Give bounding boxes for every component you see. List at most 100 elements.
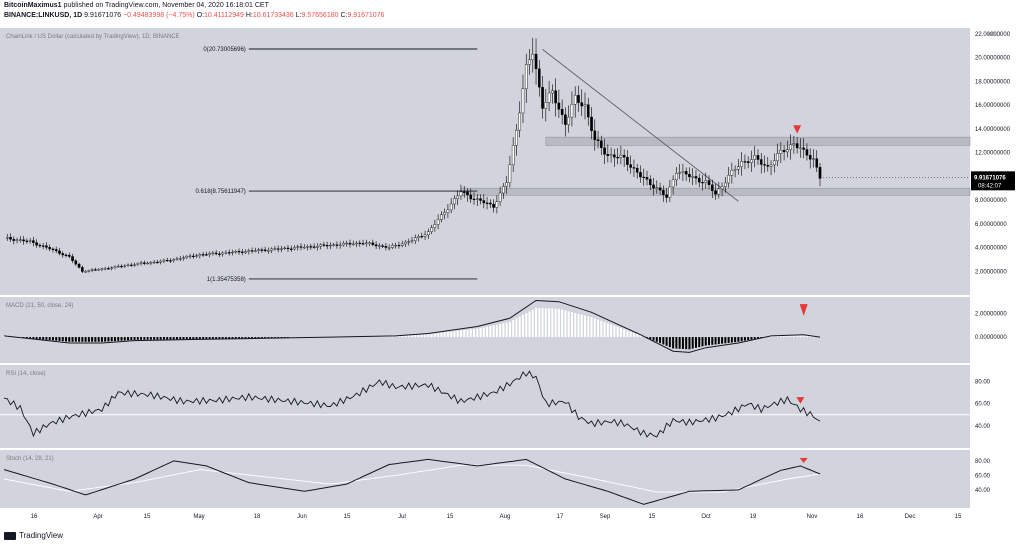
candle-body [45,245,48,248]
low-label: L: [295,12,302,19]
macd-bar [388,336,391,338]
macd-bar [224,337,227,339]
macd-bar [185,337,188,340]
candle-body [247,250,251,252]
macd-bar [535,307,538,338]
axis-bg-2 [970,365,1024,448]
macd-bar [538,307,541,338]
candle-body [799,147,802,149]
candle-body [87,270,91,272]
macd-bar [740,337,743,342]
time-tick-label: 16 [857,514,864,520]
candle-body [355,242,358,245]
macd-bar [583,315,586,338]
candle-body [293,247,296,250]
candle-body [136,263,140,265]
macd-bar [603,322,606,338]
candle-body [58,250,61,254]
time-tick-label: 17 [557,514,564,520]
macd-bar [247,337,250,339]
macd-bar [626,330,629,338]
candle-body [766,164,770,167]
macd-bar [688,337,691,350]
candle-body [714,190,717,195]
candle-body [573,94,577,105]
candle-body [25,240,29,242]
candle-body [707,180,711,185]
candle-body [495,201,499,208]
symbol-name[interactable]: BINANCE:LINKUSD, 1D [4,12,83,19]
candle-body [616,157,619,159]
rsi-tick-label: 60.00 [975,402,991,408]
candle-body [67,255,71,257]
pane-bg-3 [0,450,970,508]
time-tick-label: 19 [750,514,757,520]
chart-area[interactable]: ChainLink / US Dollar (calculated by Tra… [0,22,1024,530]
macd-bar [619,328,622,338]
macd-bar [407,335,410,338]
candle-body [508,164,512,183]
candle-body [427,231,430,236]
macd-bar [241,337,244,339]
time-tick-label: 15 [955,514,962,520]
candle-body [567,116,570,125]
macd-bar [770,336,773,338]
candle-body [671,179,675,188]
macd-bar [554,308,557,338]
candle-body [407,241,411,243]
macd-bar [629,331,632,338]
macd-bar [74,337,77,342]
candle-body [263,249,267,252]
candle-body [577,94,580,103]
macd-bar [525,313,528,338]
macd-bar [789,335,792,338]
time-tick-label: 16 [31,514,38,520]
macd-bar [440,332,443,338]
candle-body [482,200,486,204]
candle-body [172,259,176,261]
candle-body [391,245,394,248]
candle-body [492,203,495,208]
macd-bar [277,337,280,338]
candle-body [697,177,701,183]
candle-body [254,250,257,252]
macd-bar [721,337,724,344]
macd-bar [502,323,505,338]
macd-bar [251,337,254,339]
candle-body [120,265,123,268]
macd-bar [166,337,169,340]
macd-bar [659,337,662,344]
candle-body [397,244,401,247]
candle-body [537,68,541,88]
macd-bar [427,334,430,338]
candle-body [149,262,153,264]
candle-body [387,247,391,249]
macd-bar [570,312,573,338]
macd-bar [45,337,48,340]
last-price: 9.91671076 [84,12,122,19]
macd-bar [378,336,381,338]
candle-body [466,191,469,196]
macd-bar [107,337,110,342]
macd-bar [564,310,567,338]
macd-bar [391,336,394,338]
candle-body [218,253,221,255]
tradingview-brand[interactable]: TradingView [4,531,63,540]
macd-bar [508,321,511,338]
candle-body [306,246,309,248]
candle-body [234,251,238,253]
candle-body [188,255,192,257]
price-tick-label: 16.00000000 [975,103,1011,109]
candle-body [192,255,195,257]
candle-body [795,143,799,149]
macd-bar [773,336,776,338]
macd-bar [136,337,139,340]
macd-bar [254,337,257,339]
candles-group [5,37,822,274]
price-tick-label: 12.00000000 [975,151,1011,157]
candle-body [97,269,100,271]
open-label: O: [196,12,205,19]
author-name[interactable]: BitcoinMaximus1 [4,2,62,9]
macd-bar [218,337,221,339]
candle-body [276,248,280,250]
